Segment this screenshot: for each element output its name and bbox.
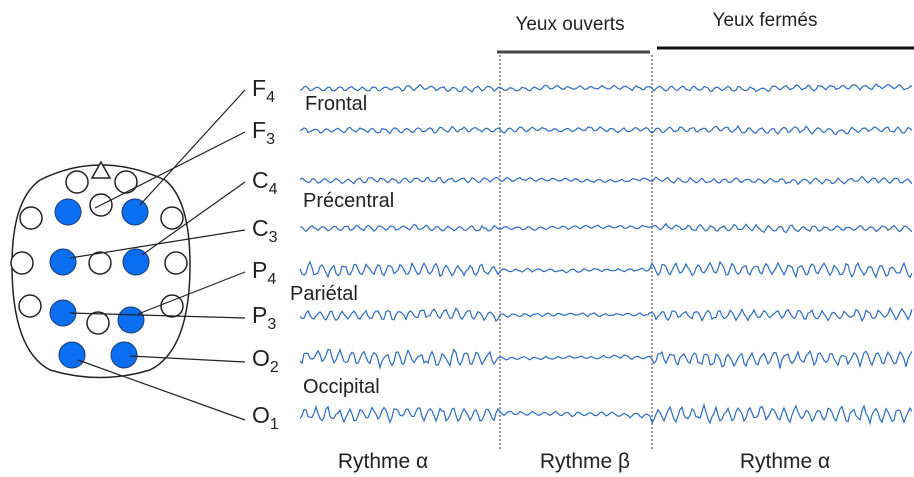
electrode	[18, 294, 42, 318]
electrode	[88, 251, 112, 275]
region-label: Pariétal	[290, 283, 358, 305]
nose	[90, 160, 112, 179]
electrode-active	[117, 306, 145, 334]
lead-line	[94, 131, 246, 209]
channel-label: C3	[252, 215, 278, 246]
lead-line	[137, 271, 246, 315]
channel-label: F4	[252, 75, 275, 106]
channel-label: O1	[252, 402, 279, 433]
eeg-trace	[299, 83, 913, 93]
channel-letter: F	[252, 75, 266, 101]
leads	[69, 89, 246, 421]
electrode-active	[49, 248, 77, 276]
electrode-active	[110, 341, 138, 369]
channel-index: 4	[266, 89, 275, 106]
eeg-trace	[299, 124, 913, 136]
rhythm-label: Rythme α	[740, 450, 830, 473]
channel-index: 3	[266, 131, 275, 148]
electrode	[114, 170, 138, 194]
channel-letter: O	[252, 402, 270, 428]
channel-label: O2	[252, 345, 279, 376]
electrode	[65, 170, 89, 194]
channel-label: P3	[252, 302, 276, 333]
channel-index: 3	[267, 316, 276, 333]
channel-index: 4	[269, 181, 278, 198]
channel-index: 3	[269, 229, 278, 246]
electrode	[164, 251, 188, 275]
eeg-trace	[299, 306, 913, 323]
lead-line	[129, 355, 246, 363]
eeg-trace	[299, 260, 913, 279]
electrodes	[10, 170, 188, 369]
electrode-active	[54, 198, 82, 226]
region-label: Frontal	[305, 93, 367, 115]
eeg-traces	[299, 83, 913, 426]
eeg-trace	[299, 403, 913, 426]
rhythm-label: Rythme α	[338, 450, 428, 473]
region-label: Occipital	[303, 376, 380, 398]
electrode	[160, 206, 184, 230]
channel-label: F3	[252, 117, 275, 148]
lead-line	[77, 359, 246, 421]
lead-line	[139, 89, 246, 206]
eeg-trace	[299, 222, 913, 234]
region-label: Précentral	[303, 190, 394, 212]
electrode	[10, 251, 34, 275]
eeg-trace	[299, 347, 913, 370]
channel-index: 4	[267, 271, 276, 288]
channel-label: P4	[252, 257, 276, 288]
electrode-active	[58, 341, 86, 369]
channel-letter: C	[252, 215, 269, 241]
channel-index: 1	[270, 416, 279, 433]
lead-line	[69, 229, 246, 259]
lead-line	[141, 181, 246, 256]
eyes-open-label: Yeux ouverts	[515, 14, 624, 35]
electrode	[160, 294, 184, 318]
channel-letter: C	[252, 167, 269, 193]
eeg-trace	[299, 175, 913, 186]
channel-letter: P	[252, 302, 267, 328]
channel-letter: F	[252, 117, 266, 143]
electrode	[19, 206, 43, 230]
channel-letter: O	[252, 345, 270, 371]
channel-letter: P	[252, 257, 267, 283]
electrode-active	[121, 198, 149, 226]
channel-label: C4	[252, 167, 278, 198]
channel-index: 2	[270, 359, 279, 376]
eyes-closed-label: Yeux fermés	[713, 10, 818, 31]
rhythm-label: Rythme β	[540, 450, 630, 473]
electrode-active	[122, 248, 150, 276]
electrode	[86, 311, 110, 335]
lead-line	[69, 312, 246, 319]
